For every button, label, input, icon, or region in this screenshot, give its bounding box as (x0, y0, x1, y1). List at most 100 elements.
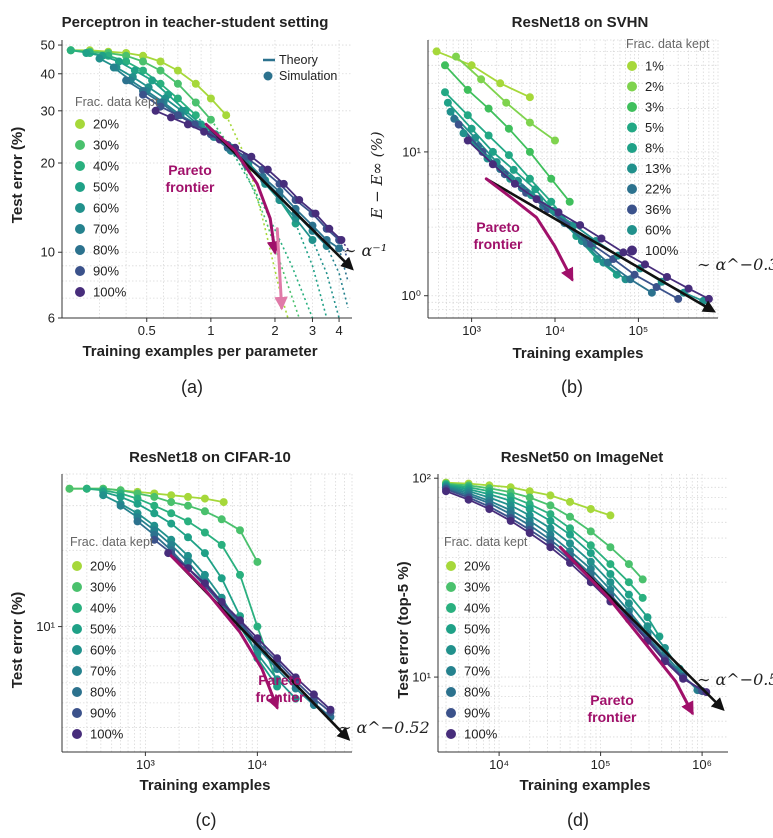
data-point-1% (525, 93, 534, 102)
data-point-20% (219, 498, 228, 507)
legend-label-20%: 20% (90, 559, 116, 574)
y-tick-label: 50 (41, 38, 55, 53)
data-point-40% (184, 517, 192, 526)
data-point-100% (663, 273, 671, 281)
data-point-3% (504, 124, 513, 133)
legend-swatch-80% (446, 687, 456, 697)
data-point-100% (546, 543, 555, 552)
legend-swatch-8% (627, 143, 637, 153)
data-point-20% (156, 57, 165, 66)
data-point-30% (586, 527, 595, 536)
legend-swatch-60% (72, 645, 82, 655)
data-point-100% (704, 294, 713, 303)
data-point-100% (463, 136, 472, 145)
data-point-30% (525, 493, 534, 502)
data-point-30% (184, 501, 192, 510)
legend-label-100%: 100% (645, 243, 679, 258)
data-point-40% (606, 560, 615, 569)
panel-d-legend-title: Frac. data kept (444, 535, 528, 549)
x-tick-label: 10⁴ (545, 323, 565, 338)
panel-a-legend-title: Frac. data kept (75, 95, 159, 109)
data-point-100% (311, 209, 320, 218)
data-point-100% (200, 127, 209, 136)
data-point-8% (443, 98, 452, 107)
legend-swatch-80% (72, 687, 82, 697)
panel-c-legend: Frac. data kept 20% 30% 40% 50% 60% 70% 80% 90%… (70, 535, 154, 742)
data-point-3% (463, 85, 472, 94)
panel-d-ylabel: Test error (top-5 %) (395, 561, 412, 698)
data-point-50% (643, 613, 652, 622)
legend-label-30%: 30% (464, 580, 490, 595)
panel-b-grid (427, 39, 719, 319)
legend-swatch-90% (446, 708, 456, 718)
data-point-50% (273, 682, 282, 691)
panel-a-theory-legend: Theory Simulation (263, 53, 337, 83)
data-point-20% (167, 491, 176, 500)
data-point-8% (612, 270, 621, 279)
data-point-100% (684, 284, 693, 293)
x-tick-label: 2 (271, 323, 278, 338)
series-line-20% (70, 49, 227, 116)
legend-swatch-100% (72, 729, 82, 739)
legend-label-100%: 100% (93, 285, 127, 300)
data-point-80% (133, 517, 142, 526)
data-point-1% (496, 79, 505, 88)
data-point-50% (566, 530, 574, 539)
pareto-label: Pareto frontier (474, 219, 524, 252)
panel-a-plot: Pareto frontier ∼ α⁻¹ (66, 46, 387, 319)
data-point-8% (488, 147, 497, 156)
data-point-60% (308, 236, 317, 244)
scaling-law-label: ∼ α⁻¹ (343, 241, 387, 260)
data-point-5% (463, 111, 472, 120)
data-point-30% (217, 515, 226, 524)
data-point-30% (156, 66, 165, 75)
data-point-70% (184, 557, 192, 566)
legend-swatch-40% (72, 603, 82, 613)
data-point-20% (139, 51, 147, 60)
legend-swatch-20% (446, 561, 456, 571)
legend-swatch-30% (75, 140, 85, 150)
panel-a-grid (61, 40, 352, 319)
panel-d-axes: 10⁴ 10⁵ 10⁶ 10¹ 10² (412, 471, 728, 772)
data-point-1% (467, 61, 476, 70)
data-point-60% (525, 511, 534, 520)
data-point-60% (200, 570, 209, 579)
legend-swatch-100% (446, 729, 456, 739)
data-point-50% (167, 519, 176, 528)
legend-swatch-22% (627, 184, 637, 194)
pareto-label: Pareto frontier (588, 692, 638, 725)
x-tick-label: 10⁴ (247, 757, 267, 772)
data-point-80% (122, 76, 131, 85)
data-point-100% (464, 495, 473, 504)
data-point-3% (484, 104, 493, 113)
data-point-30% (606, 543, 615, 552)
data-point-2% (525, 118, 534, 127)
data-point-30% (150, 492, 159, 501)
data-point-100% (183, 120, 192, 129)
data-point-20% (184, 492, 192, 501)
legend-label-90%: 90% (90, 706, 116, 721)
pareto-label: Pareto frontier (256, 672, 306, 705)
data-point-2% (551, 136, 559, 145)
data-point-3% (525, 147, 534, 156)
legend-swatch-40% (75, 161, 85, 171)
y-tick-label: 6 (48, 311, 55, 326)
data-point-30% (139, 57, 147, 66)
data-point-2% (452, 52, 460, 61)
series-line-60% (99, 57, 314, 241)
data-point-36% (454, 120, 463, 129)
data-point-60% (95, 54, 104, 63)
data-point-60% (643, 622, 652, 631)
data-point-100% (151, 106, 160, 115)
data-point-50% (133, 499, 142, 508)
data-point-50% (586, 549, 595, 558)
legend-swatch-100% (75, 287, 85, 297)
data-point-50% (624, 590, 633, 599)
legend-label-80%: 80% (90, 685, 116, 700)
legend-label-36%: 36% (645, 202, 671, 217)
legend-label-1%: 1% (645, 59, 664, 74)
data-point-100% (337, 236, 346, 244)
